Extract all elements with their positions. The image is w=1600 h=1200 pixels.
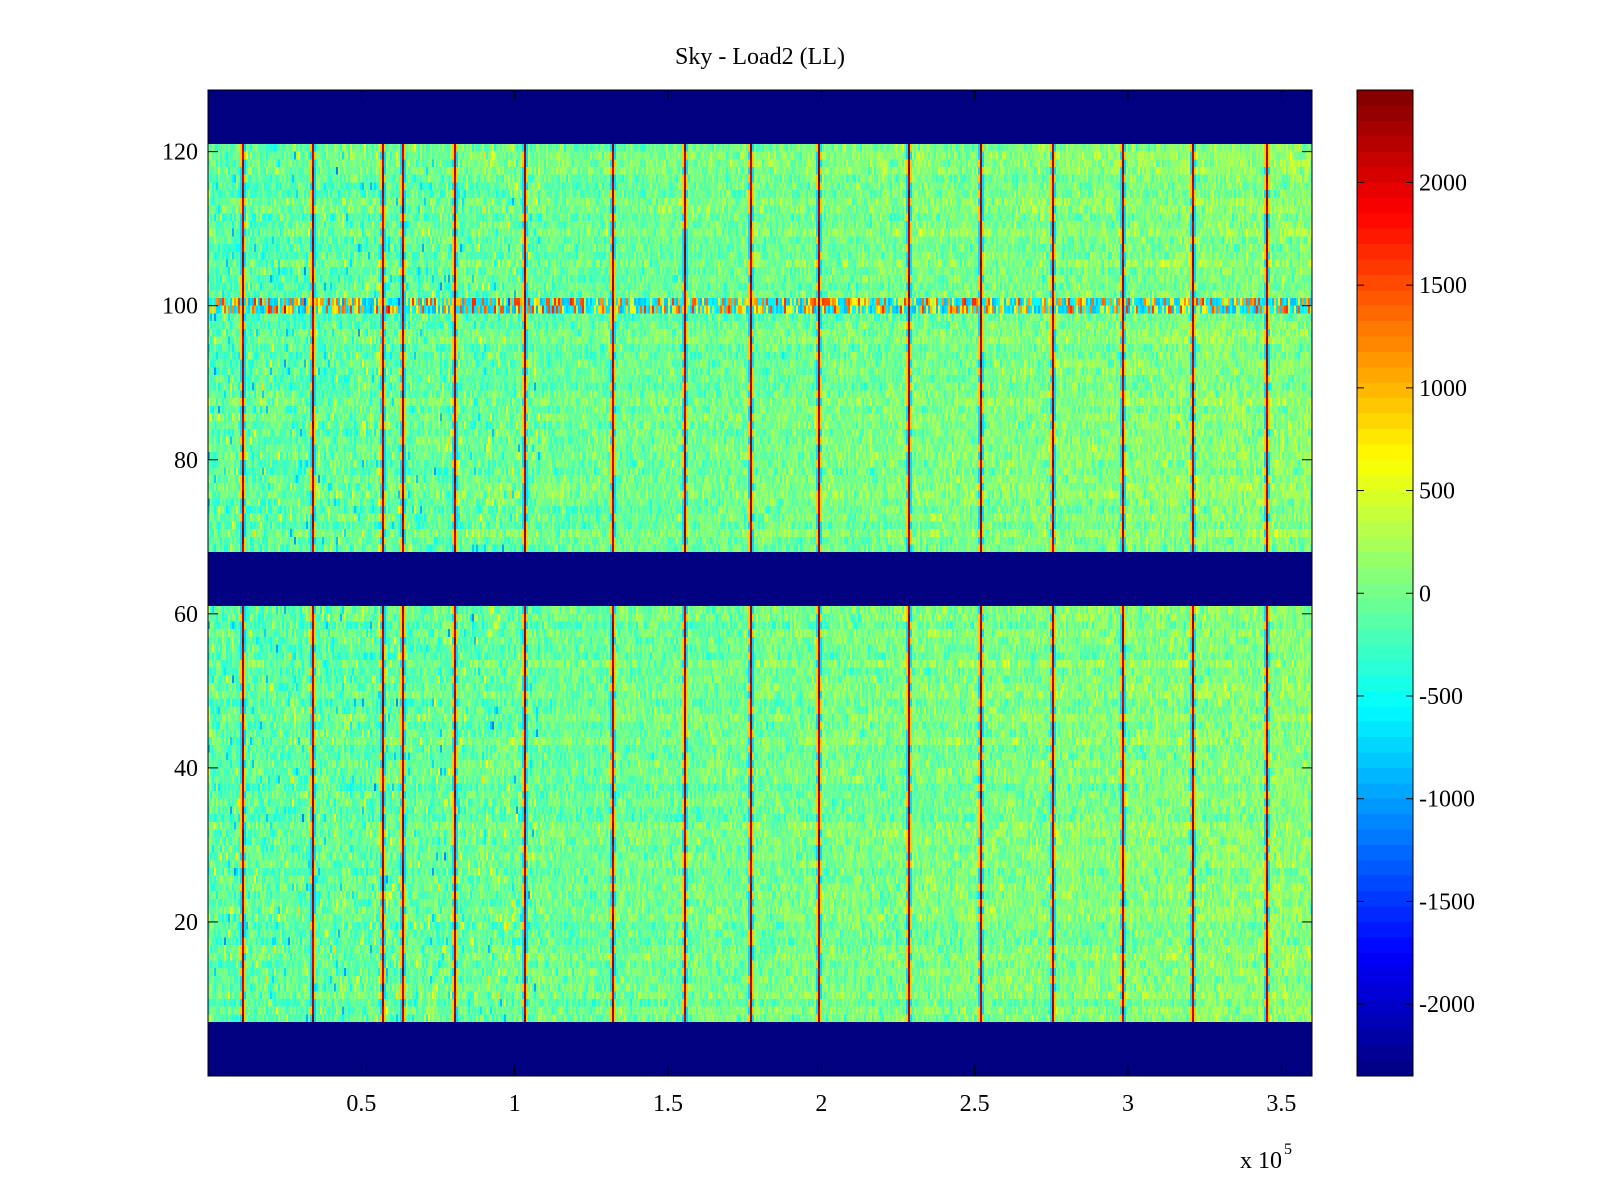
y-tick-label: 40: [174, 756, 198, 782]
x-tick-label: 3: [1122, 1091, 1134, 1117]
x-exponent-label: x 10: [1240, 1148, 1282, 1174]
colorbar-tick-label: 500: [1419, 479, 1455, 505]
x-exponent-power: 5: [1284, 1141, 1292, 1158]
heatmap-plot: [208, 90, 1312, 1076]
y-tick-label: 20: [174, 910, 198, 936]
colorbar-tick-label: 2000: [1419, 170, 1467, 196]
colorbar-tick-label: -1000: [1419, 787, 1475, 813]
x-tick-label: 1.5: [653, 1091, 683, 1117]
y-tick-label: 100: [162, 294, 198, 320]
colorbar-tick-label: 0: [1419, 581, 1431, 607]
x-tick-label: 1: [509, 1091, 521, 1117]
colorbar-tick-label: -500: [1419, 684, 1463, 710]
x-tick-label: 2.5: [960, 1091, 990, 1117]
y-tick-label: 120: [162, 140, 198, 166]
colorbar: [1357, 90, 1413, 1076]
colorbar-tick-label: -1500: [1419, 889, 1475, 915]
colorbar-tick-label: 1000: [1419, 376, 1467, 402]
colorbar-tick-label: 1500: [1419, 273, 1467, 299]
chart-title: Sky - Load2 (LL): [675, 44, 845, 70]
x-tick-label: 2: [815, 1091, 827, 1117]
y-tick-label: 80: [174, 448, 198, 474]
x-tick-label: 3.5: [1266, 1091, 1296, 1117]
colorbar-tick-label: -2000: [1419, 992, 1475, 1018]
x-tick-label: 0.5: [346, 1091, 376, 1117]
y-tick-label: 60: [174, 602, 198, 628]
